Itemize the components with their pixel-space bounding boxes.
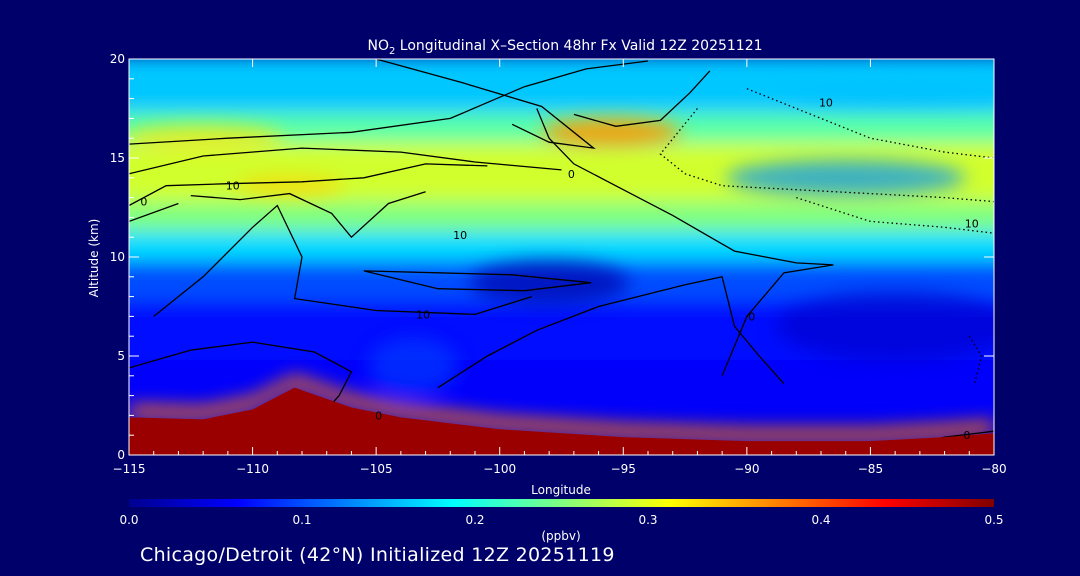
contour-line-3 bbox=[190, 191, 426, 239]
field-feature-1 bbox=[234, 175, 345, 196]
contour-label-4: 10 bbox=[416, 308, 430, 321]
x-tick-label: −95 bbox=[611, 462, 636, 476]
field-feature-0 bbox=[540, 118, 681, 147]
y-axis: 0 5 10 15 20 bbox=[110, 52, 994, 462]
x-tick-label: −110 bbox=[236, 462, 269, 476]
contour-line-8 bbox=[437, 276, 785, 389]
contour-label-7: 10 bbox=[965, 217, 979, 230]
x-axis-title: Longitude bbox=[531, 483, 591, 497]
terrain bbox=[129, 387, 994, 455]
contour-label-9: 0 bbox=[963, 429, 970, 442]
contour-line-11 bbox=[375, 59, 596, 150]
y-tick-label: 0 bbox=[117, 448, 125, 462]
footer-caption: Chicago/Detroit (42°N) Initialized 12Z 2… bbox=[140, 544, 615, 566]
x-tick-label: −80 bbox=[981, 462, 1006, 476]
contour-line-7 bbox=[153, 204, 532, 317]
contour-label-3: 0 bbox=[568, 168, 575, 181]
chart-title: NO2 Longitudinal X–Section 48hr Fx Valid… bbox=[367, 38, 762, 57]
colorbar bbox=[129, 499, 994, 507]
x-tick-label: −90 bbox=[734, 462, 759, 476]
dotted-contour-1 bbox=[746, 88, 994, 159]
contour-line-10 bbox=[573, 70, 711, 127]
contour-label-1: 0 bbox=[140, 196, 147, 209]
y-tick-label: 10 bbox=[110, 250, 125, 264]
colorbar-unit-label: (ppbv) bbox=[541, 529, 580, 543]
y-axis-title: Altitude (km) bbox=[87, 219, 101, 298]
y-tick-label: 20 bbox=[110, 52, 125, 66]
contour-label-8: 0 bbox=[375, 409, 382, 422]
colorbar-tick-label: 0.5 bbox=[984, 513, 1003, 527]
colorbar-ticks: 0.0 0.1 0.2 0.3 0.4 0.5 bbox=[119, 513, 1003, 527]
x-tick-label: −105 bbox=[360, 462, 393, 476]
contour-line-0 bbox=[129, 60, 649, 145]
field-feature-4 bbox=[725, 159, 966, 196]
x-tick-label: −100 bbox=[483, 462, 516, 476]
colorbar-tick-label: 0.3 bbox=[638, 513, 657, 527]
contour-line-2 bbox=[129, 163, 488, 207]
no2-field bbox=[129, 59, 994, 455]
field-feature-7 bbox=[785, 82, 994, 103]
contour-line-1 bbox=[129, 147, 562, 175]
colorbar-tick-label: 0.2 bbox=[465, 513, 484, 527]
plot-area: 10 0 10 0 10 0 10 10 0 0 bbox=[129, 59, 994, 455]
colorbar-tick-label: 0.1 bbox=[292, 513, 311, 527]
contour-line-5 bbox=[363, 270, 592, 292]
field-feature-3 bbox=[368, 337, 459, 394]
dotted-contour-3 bbox=[968, 335, 983, 386]
contour-line-9 bbox=[536, 108, 834, 377]
contour-label-6: 10 bbox=[819, 97, 833, 110]
field-feature-2 bbox=[469, 260, 630, 305]
y-tick-label: 15 bbox=[110, 151, 125, 165]
field-feature-6 bbox=[129, 124, 284, 153]
no2-local-features bbox=[129, 82, 994, 442]
x-axis: −115 −110 −105 −100 −95 −90 −85 −80 bbox=[113, 59, 1007, 476]
dotted-contour-0 bbox=[659, 108, 994, 203]
colorbar-tick-label: 0.4 bbox=[811, 513, 830, 527]
contour-label-2: 10 bbox=[453, 229, 467, 242]
contour-label-0: 10 bbox=[226, 180, 240, 193]
colorbar-tick-label: 0.0 bbox=[119, 513, 138, 527]
contour-label-5: 0 bbox=[748, 310, 755, 323]
x-tick-label: −115 bbox=[113, 462, 146, 476]
x-tick-label: −85 bbox=[858, 462, 883, 476]
contour-lines bbox=[129, 59, 994, 450]
contour-line-4 bbox=[129, 202, 179, 223]
contour-labels: 10 0 10 0 10 0 10 10 0 0 bbox=[140, 97, 978, 443]
field-feature-5 bbox=[775, 291, 994, 362]
y-tick-label: 5 bbox=[117, 349, 125, 363]
contour-line-6 bbox=[129, 341, 353, 410]
surface-hot-layer bbox=[129, 375, 994, 442]
